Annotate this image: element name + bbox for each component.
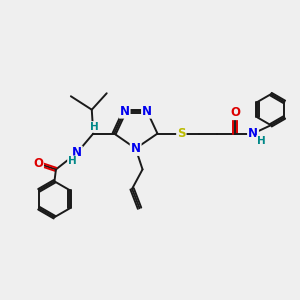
Text: N: N: [248, 127, 258, 140]
Text: H: H: [90, 122, 99, 132]
Text: H: H: [257, 136, 266, 146]
Text: N: N: [120, 105, 130, 118]
Text: O: O: [230, 106, 240, 119]
Text: H: H: [68, 156, 77, 166]
Text: N: N: [142, 105, 152, 118]
Text: N: N: [131, 142, 141, 155]
Text: N: N: [72, 146, 82, 160]
Text: S: S: [177, 127, 186, 140]
Text: O: O: [33, 157, 43, 170]
